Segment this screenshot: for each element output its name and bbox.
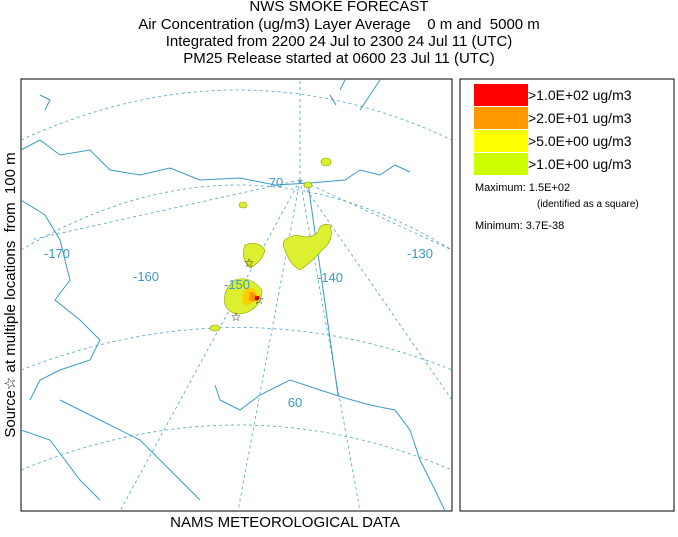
svg-text:☆: ☆ xyxy=(254,293,265,307)
graticule xyxy=(21,184,452,251)
latitude-label: 60 xyxy=(288,395,302,410)
graticule xyxy=(21,327,452,371)
footer: NAMS METEOROLOGICAL DATA xyxy=(170,514,400,531)
legend-label: >2.0E+01 ug/m3 xyxy=(528,110,632,126)
minimum: Minimum: 3.7E-38 xyxy=(475,220,564,232)
longitude-label: -150 xyxy=(224,277,250,292)
graticule xyxy=(119,179,301,511)
border xyxy=(359,79,381,111)
coastline xyxy=(21,139,446,511)
border xyxy=(307,182,339,396)
longitude-label: -130 xyxy=(407,246,433,261)
graticule xyxy=(29,179,301,241)
maximum-note: (identified as a square) xyxy=(537,199,639,210)
graticule xyxy=(21,89,452,141)
longitude-label: -170 xyxy=(44,246,70,261)
map-labels: -170 -160 -150 -140 -130 70 60 xyxy=(44,175,433,410)
header-line: Air Concentration (ug/m3) Layer Average … xyxy=(138,16,540,33)
legend-swatch xyxy=(474,130,528,152)
legend-label: >5.0E+00 ug/m3 xyxy=(528,133,632,149)
legend-swatch xyxy=(474,107,528,129)
maximum: Maximum: 1.5E+02 xyxy=(475,182,570,194)
legend-swatch xyxy=(474,84,528,106)
smoke: ☆ ☆ ☆ xyxy=(209,157,332,332)
svg-text:☆: ☆ xyxy=(244,256,255,270)
longitude-label: -160 xyxy=(133,269,159,284)
graticule xyxy=(299,179,452,251)
svg-text:☆: ☆ xyxy=(231,310,242,324)
header-line: PM25 Release started at 0600 23 Jul 11 (… xyxy=(183,50,495,67)
graticule xyxy=(21,424,452,471)
legend-label: >1.0E+00 ug/m3 xyxy=(528,156,632,172)
title: NWS SMOKE FORECAST xyxy=(249,0,428,15)
graticule xyxy=(299,179,452,401)
graticule xyxy=(299,179,361,511)
map: ☆ ☆ ☆ -170 -160 -150 -140 -130 70 60 xyxy=(21,79,452,511)
header-lines: Air Concentration (ug/m3) Layer Average … xyxy=(138,16,540,67)
graticule xyxy=(237,179,301,511)
longitude-label: -140 xyxy=(317,270,343,285)
legend: >1.0E+02 ug/m3 >2.0E+01 ug/m3 >5.0E+00 ug/… xyxy=(474,84,632,175)
legend-label: >1.0E+02 ug/m3 xyxy=(528,87,632,103)
coastline xyxy=(39,79,346,111)
side-label: Source☆ at multiple locations from 100 m xyxy=(2,152,19,437)
header-line: Integrated from 2200 24 Jul to 2300 24 J… xyxy=(166,33,513,50)
legend-swatch xyxy=(474,153,528,175)
latitude-label: 70 xyxy=(269,175,283,190)
